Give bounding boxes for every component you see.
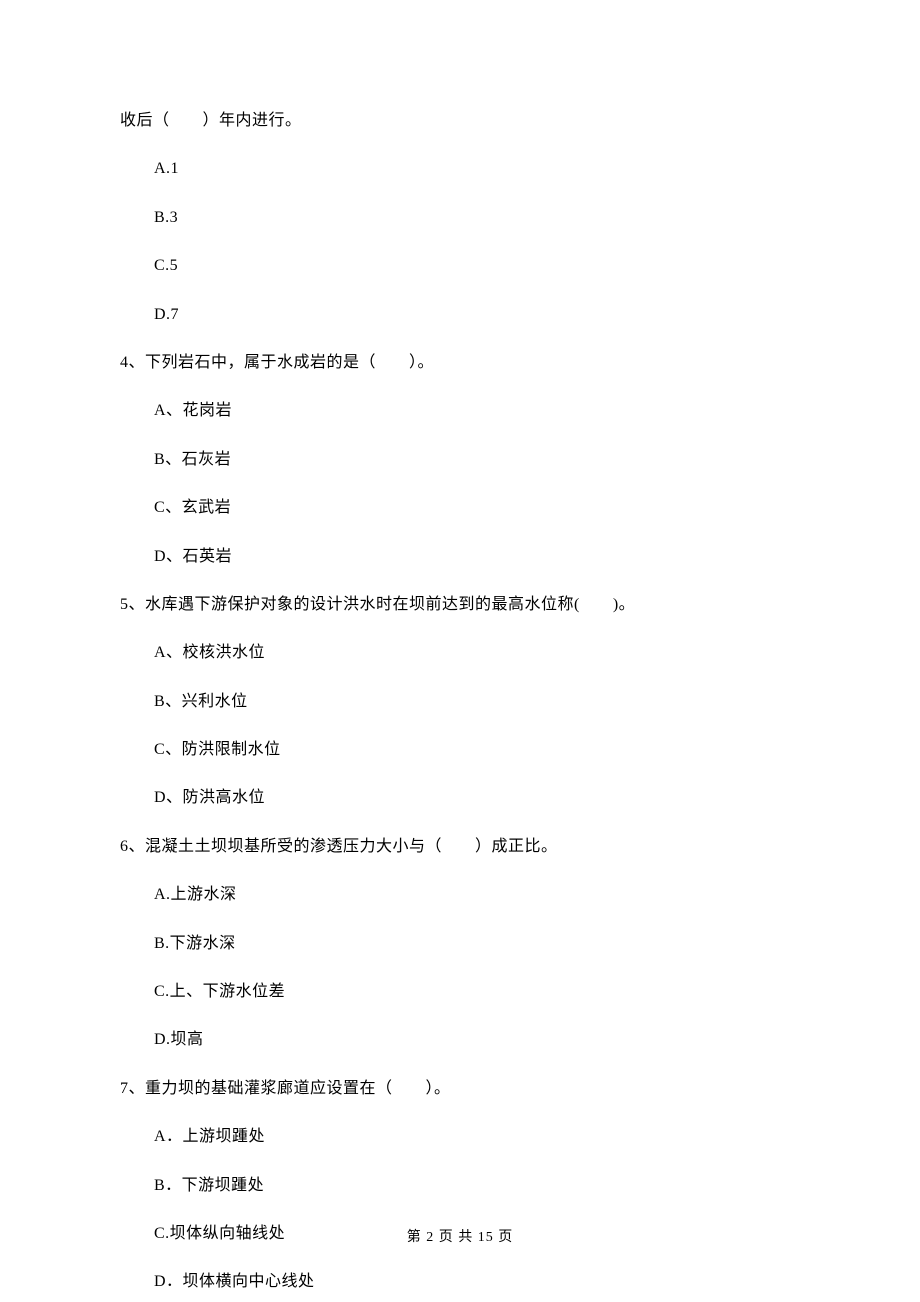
question-fragment-option: A.1 (120, 158, 800, 180)
question-stem: 7、重力坝的基础灌浆廊道应设置在（ ）。 (120, 1078, 800, 1100)
question-option: A、校核洪水位 (120, 642, 800, 664)
question-fragment-option: C.5 (120, 255, 800, 277)
question-fragment-line: 收后（ ）年内进行。 (120, 110, 800, 132)
question-fragment-option: B.3 (120, 207, 800, 229)
question-option: C、防洪限制水位 (120, 739, 800, 761)
question-option: D、石英岩 (120, 546, 800, 568)
question-option: B、石灰岩 (120, 449, 800, 471)
question-stem: 4、下列岩石中，属于水成岩的是（ ）。 (120, 352, 800, 374)
question-option: A、花岗岩 (120, 400, 800, 422)
question-option: D．坝体横向中心线处 (120, 1271, 800, 1293)
question-option: A．上游坝踵处 (120, 1126, 800, 1148)
question-stem: 6、混凝土土坝坝基所受的渗透压力大小与（ ）成正比。 (120, 836, 800, 858)
document-page: 收后（ ）年内进行。 A.1 B.3 C.5 D.7 4、下列岩石中，属于水成岩… (0, 0, 920, 1302)
question-fragment-option: D.7 (120, 304, 800, 326)
question-option: D.坝高 (120, 1029, 800, 1051)
question-option: B．下游坝踵处 (120, 1175, 800, 1197)
question-option: B、兴利水位 (120, 691, 800, 713)
question-option: A.上游水深 (120, 884, 800, 906)
question-option: C.上、下游水位差 (120, 981, 800, 1003)
page-footer: 第 2 页 共 15 页 (0, 1226, 920, 1246)
question-option: D、防洪高水位 (120, 787, 800, 809)
question-option: B.下游水深 (120, 933, 800, 955)
question-option: C、玄武岩 (120, 497, 800, 519)
question-stem: 5、水库遇下游保护对象的设计洪水时在坝前达到的最高水位称( )。 (120, 594, 800, 616)
